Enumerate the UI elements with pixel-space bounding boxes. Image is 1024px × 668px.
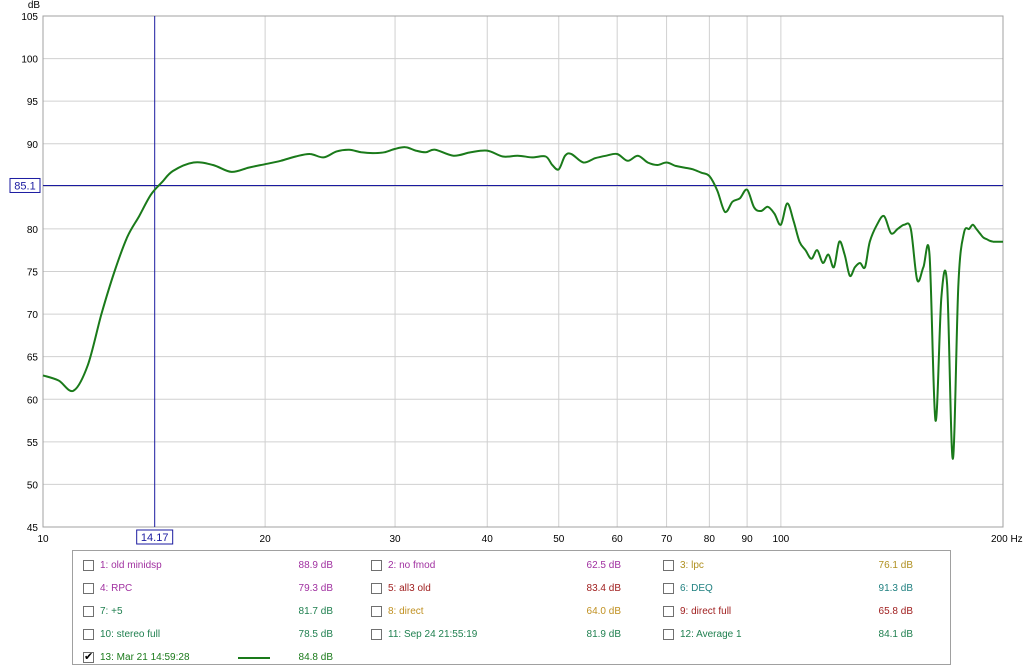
legend-item-9[interactable]: 9: direct full 65.8 dB: [663, 605, 943, 619]
y-tick-label: 60: [27, 395, 39, 406]
legend-value: 62.5 dB: [586, 560, 621, 571]
y-axis-tick-labels: 4550556065707580859095100105: [21, 12, 38, 534]
legend-item-5[interactable]: 5: all3 old 83.4 dB: [371, 582, 651, 596]
plot-frame: [42, 15, 1004, 528]
y-axis-label: dB: [28, 0, 41, 11]
x-tick-label: 50: [553, 534, 565, 545]
cursor-x-readout: 14.17: [141, 532, 169, 544]
x-tick-label: 10: [37, 534, 49, 545]
legend-checkbox[interactable]: [371, 606, 382, 617]
legend-item-11[interactable]: 11: Sep 24 21:55:19 81.9 dB: [371, 628, 651, 642]
legend-label: 12: Average 1: [680, 629, 742, 640]
cursor-y-readout-box: [9, 177, 41, 193]
x-tick-label: 40: [482, 534, 494, 545]
y-tick-label: 90: [27, 140, 39, 151]
series-lines: [42, 146, 1003, 460]
legend-checkbox[interactable]: [371, 560, 382, 571]
legend-line-swatch: [238, 657, 270, 659]
legend-value: 65.8 dB: [878, 606, 913, 617]
legend-value: 79.3 dB: [298, 583, 333, 594]
legend-item-6[interactable]: 6: DEQ 91.3 dB: [663, 582, 943, 596]
legend-label: 9: direct full: [680, 606, 732, 617]
legend-checkbox[interactable]: [83, 606, 94, 617]
measurement-cursor[interactable]: 14.17 85.1: [9, 16, 1003, 545]
x-tick-label: 80: [704, 534, 716, 545]
y-tick-label: 95: [27, 97, 39, 108]
legend-value: 84.1 dB: [878, 629, 913, 640]
legend-item-4[interactable]: 4: RPC 79.3 dB: [83, 582, 363, 596]
x-axis-tick-labels: 10 20 30 40 50 60 70 80 90 100 200 Hz: [37, 534, 1022, 545]
legend-value: 81.9 dB: [586, 629, 621, 640]
legend-label: 3: lpc: [680, 560, 704, 571]
legend-checkbox[interactable]: [663, 560, 674, 571]
legend-value: 81.7 dB: [298, 606, 333, 617]
legend-label: 1: old minidsp: [100, 560, 162, 571]
legend-label: 13: Mar 21 14:59:28: [100, 652, 190, 663]
legend-checkbox[interactable]: [83, 560, 94, 571]
x-tick-label: 90: [742, 534, 754, 545]
y-tick-label: 65: [27, 353, 39, 364]
x-tick-label: 30: [389, 534, 401, 545]
legend-panel: 1: old minidsp 88.9 dB 2: no fmod 62.5 dB 3:…: [72, 550, 951, 665]
y-tick-label: 50: [27, 480, 39, 491]
y-tick-label: 75: [27, 268, 39, 279]
x-tick-label: 70: [661, 534, 673, 545]
legend-label: 2: no fmod: [388, 560, 436, 571]
legend-item-1[interactable]: 1: old minidsp 88.9 dB: [83, 559, 363, 573]
legend-item-10[interactable]: 10: stereo full 78.5 dB: [83, 628, 363, 642]
legend-value: 88.9 dB: [298, 560, 333, 571]
cursor-y-readout: 85.1: [14, 180, 35, 192]
legend-item-3[interactable]: 3: lpc 76.1 dB: [663, 559, 943, 573]
legend-checkbox[interactable]: [663, 629, 674, 640]
legend-value: 84.8 dB: [298, 652, 333, 663]
series-line: [42, 146, 1003, 460]
x-tick-label: 100: [773, 534, 790, 545]
x-tick-label: 60: [612, 534, 624, 545]
y-tick-label: 55: [27, 438, 39, 449]
legend-value: 83.4 dB: [586, 583, 621, 594]
legend-label: 6: DEQ: [680, 583, 713, 594]
legend-checkbox[interactable]: [371, 629, 382, 640]
legend-checkbox[interactable]: [663, 583, 674, 594]
legend-item-8[interactable]: 8: direct 64.0 dB: [371, 605, 651, 619]
legend-checkbox[interactable]: [371, 583, 382, 594]
legend-item-2[interactable]: 2: no fmod 62.5 dB: [371, 559, 651, 573]
legend-label: 7: +5: [100, 606, 123, 617]
x-tick-label: 200 Hz: [991, 534, 1023, 545]
legend-label: 10: stereo full: [100, 629, 161, 640]
legend-label: 5: all3 old: [388, 583, 431, 594]
legend-checkbox[interactable]: [83, 629, 94, 640]
legend-label: 8: direct: [388, 606, 424, 617]
legend-item-7[interactable]: 7: +5 81.7 dB: [83, 605, 363, 619]
y-tick-label: 105: [21, 12, 38, 23]
legend-label: 4: RPC: [100, 583, 133, 594]
legend-item-12[interactable]: 12: Average 1 84.1 dB: [663, 628, 943, 642]
legend-item-13[interactable]: ✔ 13: Mar 21 14:59:28 84.8 dB: [83, 651, 363, 665]
cursor-x-readout-box: [136, 529, 174, 545]
y-tick-label: 80: [27, 225, 39, 236]
legend-value: 64.0 dB: [586, 606, 621, 617]
legend-value: 91.3 dB: [878, 583, 913, 594]
x-tick-label: 20: [260, 534, 272, 545]
legend-value: 78.5 dB: [298, 629, 333, 640]
y-tick-label: 45: [27, 523, 39, 534]
legend-checkbox[interactable]: ✔: [83, 651, 94, 663]
frequency-response-chart[interactable]: 4550556065707580859095100105 10203040506…: [0, 0, 1024, 548]
legend-value: 76.1 dB: [878, 560, 913, 571]
grid-lines: [42, 15, 1004, 528]
legend-checkbox[interactable]: [83, 583, 94, 594]
legend-label: 11: Sep 24 21:55:19: [388, 629, 478, 640]
y-tick-label: 70: [27, 310, 39, 321]
legend-checkbox[interactable]: [663, 606, 674, 617]
y-tick-label: 100: [21, 55, 38, 66]
